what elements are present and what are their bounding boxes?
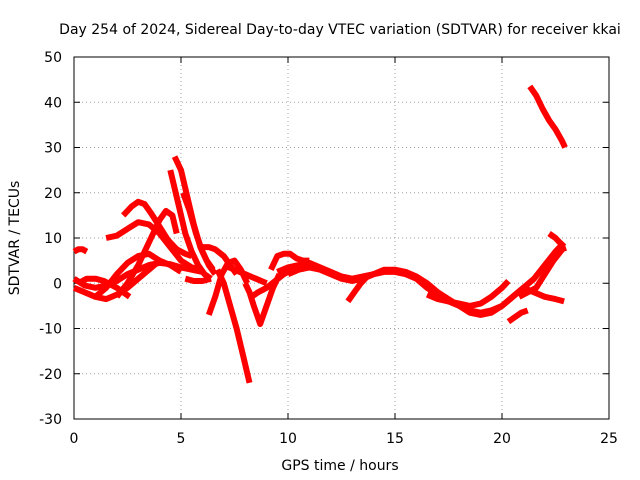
series-arc-27 <box>527 84 568 149</box>
y-tick-label: 20 <box>44 186 62 202</box>
series-arc-15 <box>214 268 253 384</box>
series-arc-17 <box>242 272 283 327</box>
chart-title: Day 254 of 2024, Sidereal Day-to-day VTE… <box>59 22 621 38</box>
x-tick-label: 15 <box>386 431 404 447</box>
series-arc-6 <box>121 198 193 259</box>
x-tick-label: 25 <box>600 431 618 447</box>
series-arc-22 <box>345 271 375 304</box>
axis-ticks: 0 5 10 15 20 25 -30 -20 -10 0 10 20 30 40 50 <box>39 50 618 447</box>
y-tick-label: 40 <box>44 95 62 111</box>
series-arc-1 <box>72 246 89 255</box>
series-arc-9 <box>167 169 213 282</box>
series-arc-12 <box>184 275 212 284</box>
series-arc-24 <box>506 307 529 325</box>
y-tick-label: 50 <box>44 50 62 66</box>
series-arc-8 <box>93 250 162 300</box>
y-tick-label: 10 <box>44 231 62 247</box>
series-arc-7 <box>114 207 180 299</box>
series-arc-21 <box>286 240 567 318</box>
series-arc-23 <box>425 278 511 309</box>
y-tick-label: -20 <box>39 367 62 383</box>
series-group <box>72 84 568 384</box>
x-tick-label: 20 <box>493 431 511 447</box>
series-arc-16 <box>222 262 268 287</box>
y-tick-label: 30 <box>44 141 62 157</box>
series-arc-19 <box>268 250 310 271</box>
y-tick-label: 0 <box>53 276 62 292</box>
x-tick-label: 10 <box>279 431 297 447</box>
x-tick-label: 0 <box>70 431 79 447</box>
x-tick-label: 5 <box>177 431 186 447</box>
series-arc-18 <box>249 267 294 300</box>
grid <box>74 57 609 419</box>
x-axis-label: GPS time / hours <box>281 458 398 474</box>
series-arc-26 <box>547 231 567 253</box>
y-tick-label: -10 <box>39 322 62 338</box>
y-tick-label: -30 <box>39 412 62 428</box>
y-axis-label: SDTVAR / TECUs <box>7 181 23 296</box>
series-arc-11 <box>180 191 218 276</box>
series-arc-25 <box>517 245 567 300</box>
